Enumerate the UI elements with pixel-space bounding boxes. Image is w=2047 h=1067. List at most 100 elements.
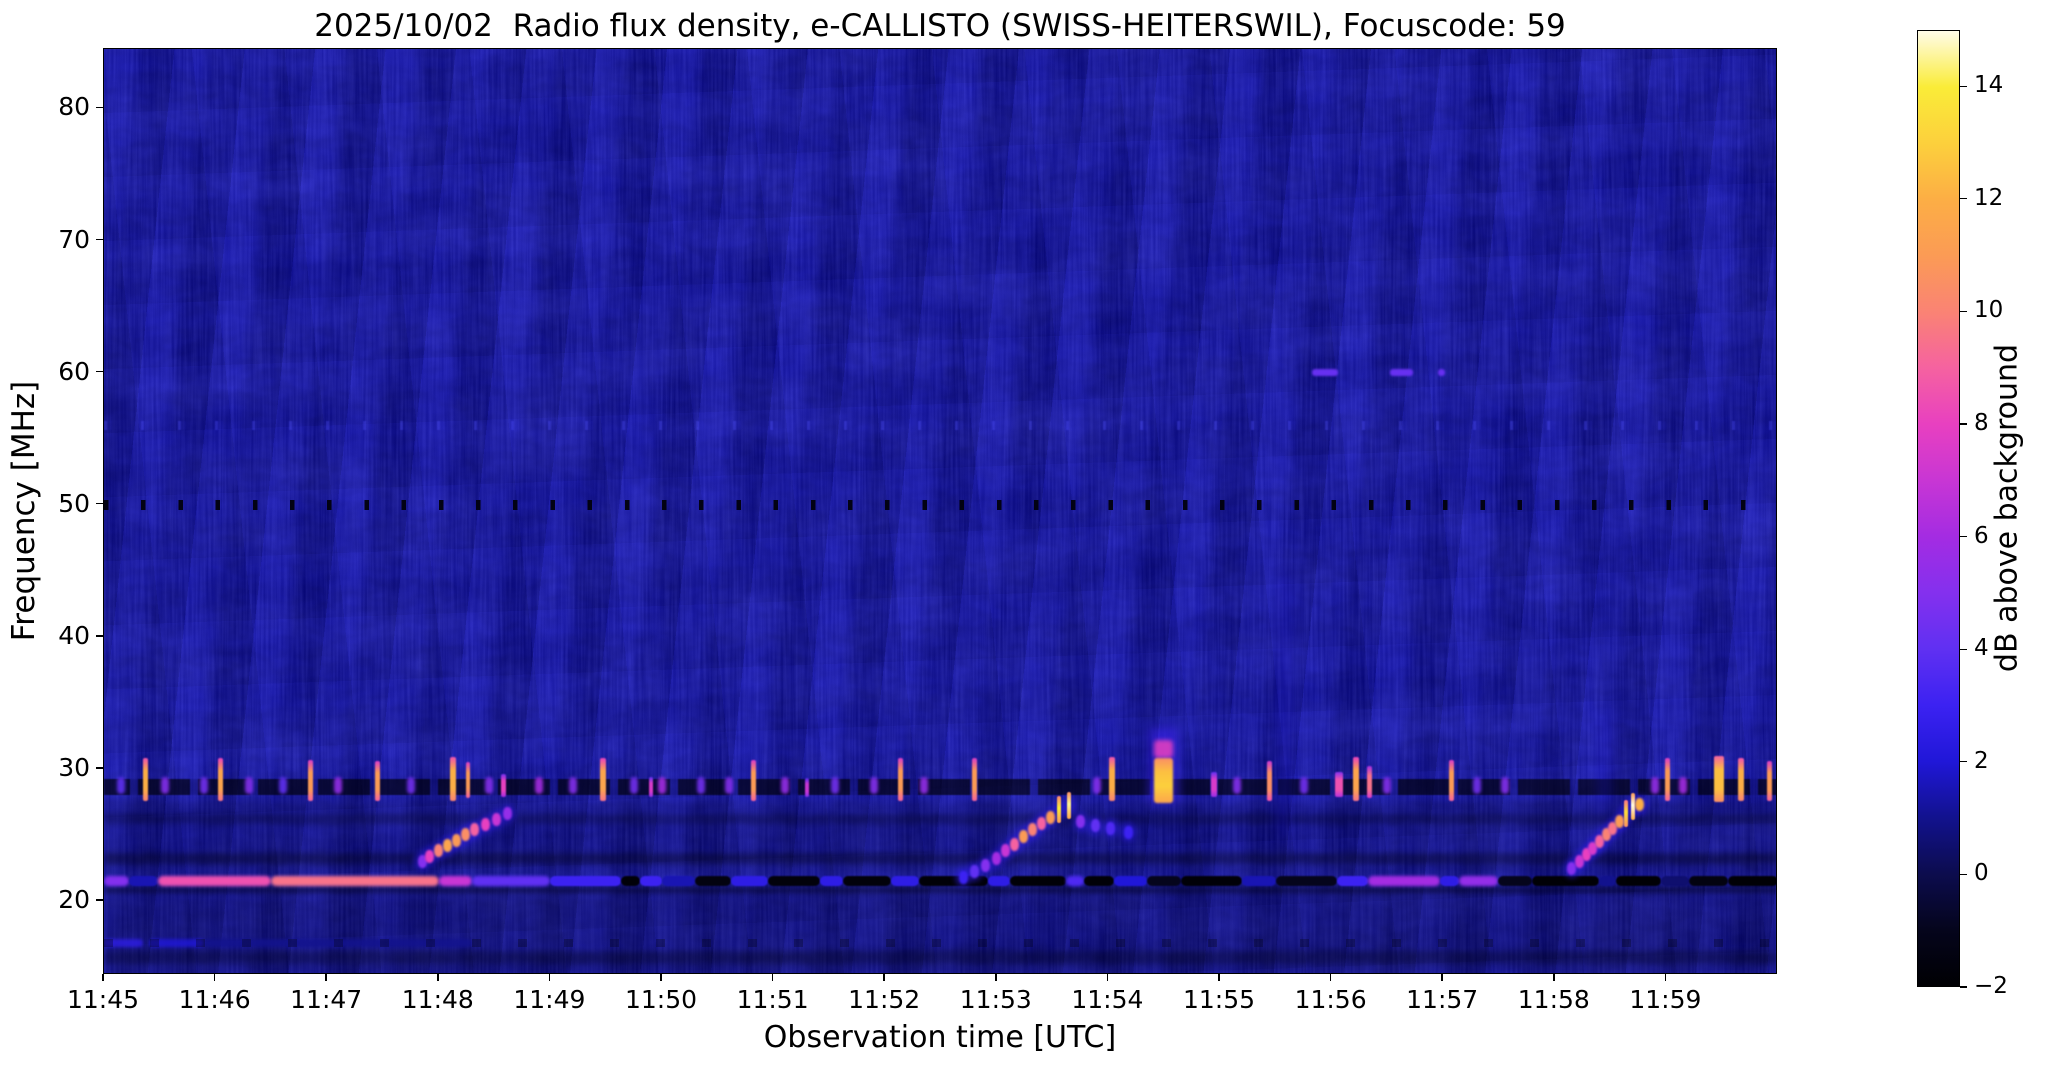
band-blip: [278, 776, 287, 795]
burst-1158-blob: [1588, 841, 1598, 855]
broadcast-line-segment: [1180, 875, 1243, 887]
broadcast-line-segment: [918, 875, 988, 887]
absorption-band-28mhz: [104, 779, 1776, 796]
broadcast-line-segment: [1439, 875, 1459, 887]
broadcast-line-segment: [695, 875, 732, 887]
faint-column: [1277, 570, 1290, 835]
x-tick: [1329, 974, 1332, 981]
broadcast-line-segment: [890, 875, 919, 887]
x-tick: [995, 974, 997, 981]
burst-60mhz: [1389, 369, 1414, 377]
x-tick: [1553, 974, 1555, 981]
broadcast-line-segment: [620, 875, 640, 887]
interference-stripe: [1335, 771, 1344, 797]
burst-1153-blob: [1001, 844, 1011, 858]
dark-stratum: [104, 886, 1776, 895]
dark-stratum: [104, 895, 1776, 973]
moire-pattern: [104, 49, 1776, 973]
interference-stripe: [217, 758, 223, 801]
x-tick: [1106, 974, 1109, 981]
x-tick-label: 11:47: [290, 985, 363, 1014]
x-tick-label: 11:58: [1517, 985, 1590, 1014]
x-tick-label: 11:53: [959, 985, 1032, 1014]
band-blip: [1472, 776, 1481, 795]
x-tick: [660, 974, 662, 981]
broadcast-line-segment: [1616, 875, 1661, 887]
burst-1153-blob: [958, 870, 968, 884]
burst-1153-blob: [1106, 821, 1116, 835]
x-tick-label: 11:54: [1071, 985, 1144, 1014]
burst-1153-spike: [1067, 791, 1072, 819]
broadcast-line-segment: [1275, 875, 1338, 887]
interference-stripe: [450, 757, 457, 801]
hot-spot-core: [1154, 758, 1174, 804]
x-tick-label: 11:56: [1294, 985, 1367, 1014]
band-blip: [116, 776, 125, 795]
interference-stripe: [1353, 757, 1360, 801]
colorbar-tick-label: −2: [1974, 973, 2008, 999]
interference-stripe: [142, 758, 148, 801]
chart-title: 2025/10/02 Radio flux density, e-CALLIST…: [314, 8, 1566, 44]
band-blip: [1232, 776, 1241, 795]
y-tick: [96, 370, 103, 373]
y-tick: [96, 106, 103, 109]
burst-1158-blob: [1601, 828, 1611, 842]
broadcast-line-segment: [1337, 875, 1369, 887]
colorbar-tick: [1960, 873, 1967, 875]
broadcast-line-segment: [662, 875, 696, 887]
band-blip: [406, 776, 415, 795]
burst-1153-blob: [1028, 823, 1037, 837]
burst-1148-blob: [425, 849, 435, 863]
burst-1153-blob: [1123, 825, 1133, 839]
burst-1153-blob: [1036, 816, 1046, 830]
band-blip: [1299, 776, 1308, 795]
x-tick-label: 11:45: [66, 985, 140, 1014]
x-tick: [548, 974, 551, 981]
band-blip: [200, 776, 209, 795]
interference-stripe: [648, 776, 653, 797]
burst-1148-blob: [492, 812, 502, 826]
interference-stripe: [805, 778, 810, 797]
colorbar-tick-label: 10: [1974, 297, 2004, 324]
colorbar-tick-label: 6: [1974, 522, 1989, 549]
burst-1153-blob: [1045, 811, 1055, 825]
x-tick-label: 11:59: [1629, 985, 1702, 1014]
dark-stratum: [104, 801, 1776, 876]
burst-1158-spike: [1630, 793, 1635, 821]
broadcast-line-segment: [1727, 875, 1776, 887]
band-blip: [870, 776, 879, 795]
interference-stripe: [1665, 758, 1671, 801]
burst-1148-blob: [470, 823, 479, 837]
y-tick: [96, 635, 103, 637]
interference-stripe: [465, 762, 470, 798]
x-tick-label: 11:55: [1182, 985, 1256, 1014]
band-blip: [724, 776, 733, 795]
colorbar-tick-label: 12: [1974, 184, 2004, 211]
x-tick: [771, 974, 774, 981]
burst-1148-blob: [417, 854, 427, 868]
band-blip: [780, 776, 789, 795]
band-blip: [1651, 776, 1660, 795]
colorbar-tick-label: 14: [1974, 72, 2004, 99]
broadcast-line-segment: [987, 875, 1011, 887]
y-tick: [96, 767, 103, 769]
broadcast-line-segment: [157, 875, 272, 887]
interference-stripe: [1108, 757, 1115, 801]
speckle-line-56mhz: [104, 421, 1776, 431]
colorbar-label: dB above background: [1989, 343, 2025, 673]
colorbar-tick: [1960, 536, 1967, 538]
broadcast-line-segment: [472, 875, 551, 887]
interference-stripe: [1367, 766, 1373, 798]
interference-stripe: [1266, 761, 1272, 801]
colorbar-tick: [1960, 198, 1967, 200]
band-blip: [1500, 776, 1509, 795]
faint-column: [1599, 716, 1612, 809]
burst-1153-blob: [969, 865, 979, 879]
dark-stratum: [104, 813, 1776, 825]
broadcast-line-segment: [1532, 875, 1600, 887]
x-tick: [325, 974, 327, 981]
burst-1158-blob: [1581, 848, 1591, 862]
dark-stratum: [104, 951, 1776, 965]
colorbar-tick-label: 0: [1974, 860, 1989, 887]
interference-stripe: [1713, 755, 1724, 802]
